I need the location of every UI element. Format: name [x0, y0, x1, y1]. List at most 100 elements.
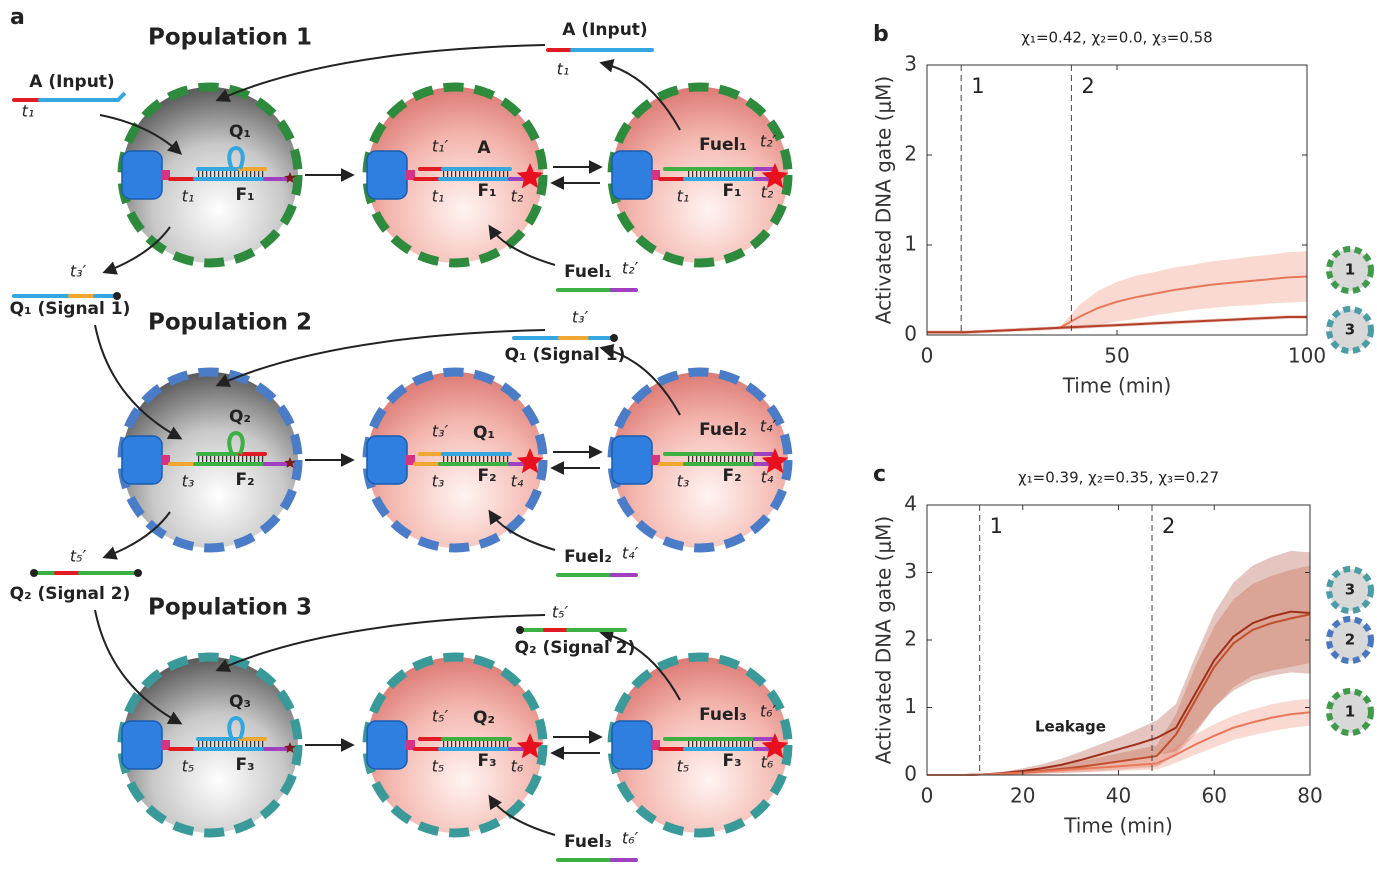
- label-fuel-strand: F₁: [722, 181, 741, 201]
- label-active-strand: F₁: [477, 181, 496, 201]
- protein: [122, 151, 162, 199]
- y-tick-label: 2: [904, 142, 917, 166]
- x-tick-label: 0: [921, 344, 934, 368]
- label-fuel-strand: F₃: [722, 751, 741, 771]
- quencher: [134, 569, 142, 577]
- label-input-domain: t₁: [22, 102, 35, 121]
- x-tick-label: 20: [1010, 784, 1035, 808]
- panel-label: a: [10, 5, 25, 30]
- x-tick-label: 0: [921, 784, 934, 808]
- label-gate-strand: F₃: [235, 755, 254, 775]
- label-bound-toehold: t₅′: [432, 707, 449, 726]
- label-input: A (Input): [29, 72, 114, 92]
- protein: [612, 151, 652, 199]
- label-fuel: Fuel₁: [564, 262, 612, 282]
- chart-title: χ₁=0.39, χ₂=0.35, χ₃=0.27: [1018, 469, 1219, 487]
- label-fuel-domain: t₂′: [622, 259, 639, 278]
- label-fuel-end: t₆: [761, 753, 774, 772]
- x-tick-label: 50: [1104, 344, 1129, 368]
- label-released-domain: t₃′: [572, 308, 589, 327]
- label-fuel-bound-end: t₂′: [760, 132, 777, 151]
- label-active-strand: F₂: [477, 466, 496, 486]
- y-tick-label: 0: [904, 762, 917, 786]
- phase-label: 2: [1162, 514, 1175, 538]
- label-gate-toehold: t₁: [182, 187, 195, 206]
- protein: [367, 436, 407, 484]
- y-tick-label: 4: [904, 492, 917, 516]
- label-active-end: t₄: [511, 472, 524, 491]
- label-active-end: t₂: [511, 187, 524, 206]
- label-gate-toehold: t₃: [182, 472, 195, 491]
- phase-label: 2: [1081, 74, 1094, 98]
- legend-label: 2: [1345, 631, 1355, 649]
- panel-label: c: [873, 462, 886, 487]
- legend-label: 3: [1345, 321, 1355, 339]
- protein: [612, 721, 652, 769]
- protein: [122, 436, 162, 484]
- label-gate: Q₃: [229, 692, 251, 712]
- chart-title: χ₁=0.42, χ₂=0.0, χ₃=0.58: [1021, 29, 1212, 47]
- y-tick-label: 1: [904, 694, 917, 718]
- label-title: Population 2: [148, 310, 312, 336]
- label-released-domain: t₁: [557, 60, 570, 79]
- label-released: Q₂ (Signal 2): [515, 638, 636, 658]
- y-axis-label: Activated DNA gate (μM): [872, 76, 896, 324]
- label-bound-toehold: t₁′: [432, 137, 449, 156]
- legend-label: 1: [1345, 703, 1355, 721]
- label-fuel-strand: F₂: [722, 466, 741, 486]
- strand-tip: [118, 93, 125, 100]
- label-fuel-end: t₂: [761, 183, 774, 202]
- x-tick-label: 80: [1297, 784, 1322, 808]
- x-tick-label: 60: [1202, 784, 1227, 808]
- x-tick-label: 100: [1288, 344, 1326, 368]
- phase-label: 1: [971, 74, 984, 98]
- arrow: [218, 330, 545, 385]
- label-output: Q₁ (Signal 1): [10, 299, 131, 319]
- x-tick-label: 40: [1106, 784, 1131, 808]
- x-axis-label: Time (min): [1062, 374, 1172, 398]
- protein: [612, 436, 652, 484]
- label-fuel: Fuel₃: [564, 832, 612, 852]
- arrow: [218, 615, 545, 670]
- label-active-strand: F₃: [477, 751, 496, 771]
- label-fuel-domain: t₆′: [622, 829, 639, 848]
- label-fuel-toehold: t₁: [677, 187, 690, 206]
- label-fuel-bound-end: t₆′: [760, 702, 777, 721]
- label-title: Population 3: [148, 595, 312, 621]
- legend-label: 3: [1345, 581, 1355, 599]
- protein: [367, 721, 407, 769]
- confidence-band: [927, 699, 1310, 775]
- label-fuel-bound: Fuel₃: [699, 705, 747, 725]
- figure: a Population 1A (Input)t₁Q₁F₁t₁t₁′AF₁t₁t…: [0, 0, 1377, 871]
- quencher: [610, 334, 618, 342]
- label-fuel-toehold: t₅: [677, 757, 690, 776]
- label-released: A (Input): [562, 20, 647, 40]
- label-active-toehold: t₃: [432, 472, 445, 491]
- quencher: [516, 626, 524, 634]
- label-fuel-bound-end: t₄′: [760, 417, 777, 436]
- confidence-band: [927, 251, 1307, 333]
- y-axis-label: Activated DNA gate (μM): [872, 516, 896, 764]
- label-bound-toehold: t₃′: [432, 422, 449, 441]
- phase-label: 1: [990, 514, 1003, 538]
- y-tick-label: 0: [904, 322, 917, 346]
- label-output: Q₂ (Signal 2): [10, 584, 131, 604]
- annotation: Leakage: [1035, 718, 1106, 736]
- label-gate-strand: F₂: [235, 470, 254, 490]
- label-gate: Q₂: [229, 407, 251, 427]
- label-active-end: t₆: [511, 757, 524, 776]
- y-tick-label: 3: [904, 559, 917, 583]
- label-fuel: Fuel₂: [564, 547, 612, 567]
- protein: [367, 151, 407, 199]
- label-gate-strand: F₁: [235, 185, 254, 205]
- label-bound: Q₁: [473, 423, 495, 443]
- label-title: Population 1: [148, 25, 312, 51]
- label-fuel-domain: t₄′: [622, 544, 639, 563]
- quencher: [30, 569, 38, 577]
- x-axis-label: Time (min): [1063, 814, 1173, 838]
- label-released-domain: t₅′: [552, 603, 569, 622]
- y-tick-label: 1: [904, 232, 917, 256]
- label-fuel-toehold: t₃: [677, 472, 690, 491]
- label-released: Q₁ (Signal 1): [505, 345, 626, 365]
- legend-label: 1: [1345, 261, 1355, 279]
